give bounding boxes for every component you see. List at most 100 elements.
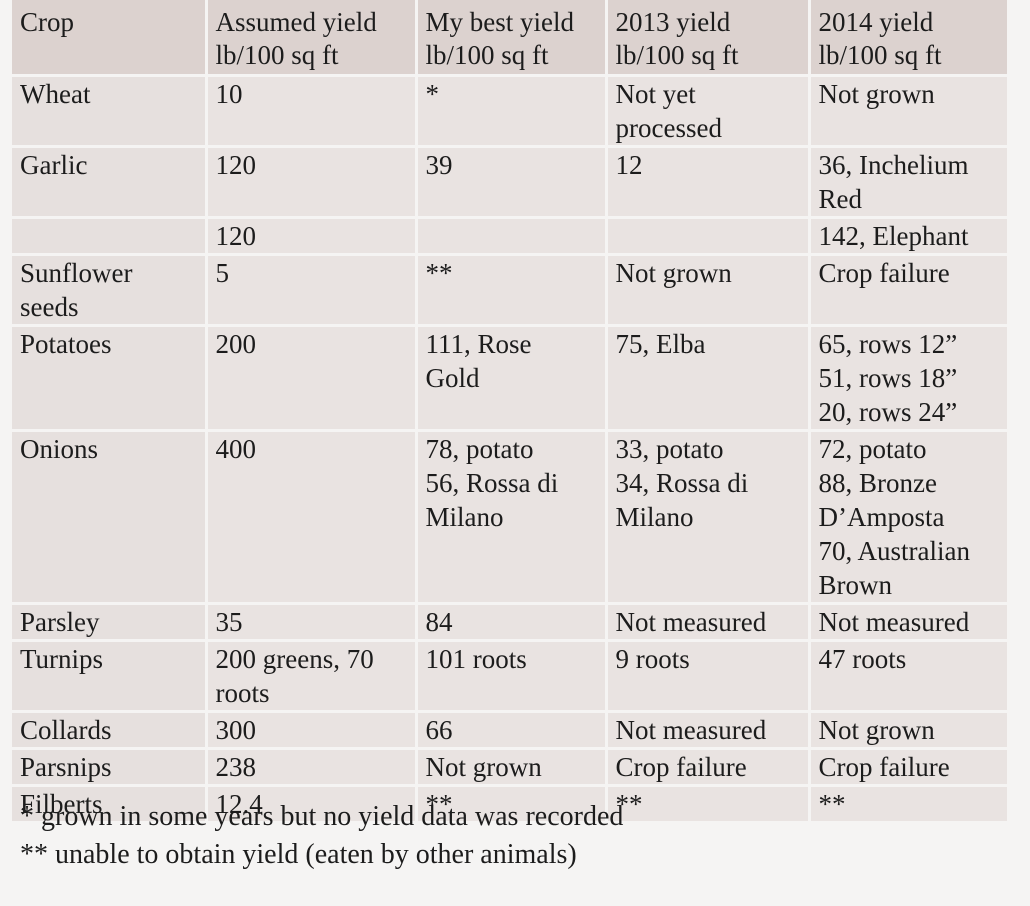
cell-yield-2013-line: 75, Elba: [615, 329, 706, 359]
cell-crop-line: Parsnips: [20, 752, 112, 782]
cell-yield-2014-line: 65, rows 12”: [818, 329, 958, 359]
cell-assumed-yield-line: 200 greens, 70: [215, 644, 374, 674]
cell-yield-2013: [606, 217, 811, 256]
cell-yield-2013-line: 34, Rossa di: [615, 468, 749, 498]
cell-yield-2013-line: **: [615, 789, 643, 819]
cell-yield-2014-line: Crop failure: [818, 258, 950, 288]
cell-yield-2013-line: 33, potato: [615, 434, 724, 464]
cell-assumed-yield: 400: [206, 430, 418, 605]
cell-best-yield: 78, potato 56, Rossa di Milano: [416, 430, 608, 605]
cell-yield-2014-line: Not grown: [818, 715, 935, 745]
cell-crop: Wheat: [12, 75, 208, 148]
cell-yield-2013-line: 9 roots: [615, 644, 690, 674]
cell-best-yield-line: 78, potato: [425, 434, 534, 464]
cell-yield-2013: Not measured: [606, 711, 811, 750]
cell-best-yield-line: Milano: [425, 502, 504, 532]
cell-yield-2014-line: Red: [818, 184, 863, 214]
cell-best-yield: **: [416, 254, 608, 327]
header-yield-2014: 2014 yield lb/100 sq ft: [809, 0, 1010, 77]
cell-crop-line: Parsley: [20, 607, 100, 637]
cell-crop-line: Onions: [20, 434, 99, 464]
header-crop-line: Crop: [20, 7, 74, 37]
header-crop: Crop: [12, 0, 208, 77]
cell-best-yield-line: **: [425, 789, 453, 819]
cell-best-yield-line: 66: [425, 715, 453, 745]
cell-best-yield: Not grown: [416, 748, 608, 787]
table-row: Sunflower seeds 5 ** Not grown Crop failure: [12, 254, 1010, 327]
cell-best-yield: **: [416, 785, 608, 824]
cell-crop: Turnips: [12, 640, 208, 713]
table-row: Filberts 12.4 ** ** **: [12, 785, 1010, 824]
cell-yield-2014: Crop failure: [809, 748, 1010, 787]
cell-crop: Sunflower seeds: [12, 254, 208, 327]
cell-yield-2013-line: 12: [615, 150, 643, 180]
cell-yield-2014: 36, Inchelium Red: [809, 146, 1010, 219]
header-assumed-yield-line: Assumed yield: [215, 7, 377, 37]
header-assumed-yield: Assumed yield lb/100 sq ft: [206, 0, 418, 77]
cell-assumed-yield: 200: [206, 325, 418, 432]
cell-crop-line: Potatoes: [20, 329, 112, 359]
header-best-yield-line: My best yield: [425, 7, 575, 37]
cell-yield-2013: 12: [606, 146, 811, 219]
cell-best-yield-line: Gold: [425, 363, 480, 393]
cell-crop: Potatoes: [12, 325, 208, 432]
cell-yield-2013: Not yet processed: [606, 75, 811, 148]
cell-yield-2014: 47 roots: [809, 640, 1010, 713]
cell-yield-2014-line: 88, Bronze: [818, 468, 937, 498]
table-row: Parsnips 238 Not grown Crop failure Crop fai…: [12, 748, 1010, 787]
cell-yield-2013: Crop failure: [606, 748, 811, 787]
cell-assumed-yield-line: 238: [215, 752, 257, 782]
footnote-single-asterisk: * grown in some years but no yield data …: [20, 801, 624, 832]
cell-assumed-yield: 120: [206, 217, 418, 256]
table-row: 120 142, Elephant: [12, 217, 1010, 256]
cell-assumed-yield-line: 5: [215, 258, 230, 288]
cell-best-yield: 39: [416, 146, 608, 219]
cell-assumed-yield-line: 10: [215, 79, 243, 109]
cell-yield-2013: **: [606, 785, 811, 824]
table-row: Potatoes 200 111, Rose Gold 75, Elba 65, rows…: [12, 325, 1010, 432]
cell-yield-2013-line: Not measured: [615, 607, 767, 637]
cell-yield-2014: Not grown: [809, 711, 1010, 750]
cell-assumed-yield-line: 400: [215, 434, 257, 464]
cell-assumed-yield-line: roots: [215, 678, 270, 708]
cell-yield-2013-line: Crop failure: [615, 752, 747, 782]
cell-best-yield: 101 roots: [416, 640, 608, 713]
cell-best-yield-line: 101 roots: [425, 644, 527, 674]
cell-yield-2014: 72, potato 88, Bronze D’Amposta 70, Austral…: [809, 430, 1010, 605]
table-row: Collards 300 66 Not measured Not grown: [12, 711, 1010, 750]
cell-best-yield: *: [416, 75, 608, 148]
cell-best-yield-line: *: [425, 79, 440, 109]
cell-assumed-yield-line: 35: [215, 607, 243, 637]
header-yield-2013-line: 2013 yield: [615, 7, 731, 37]
cell-best-yield-line: 111, Rose: [425, 329, 532, 359]
header-yield-2014-line: lb/100 sq ft: [818, 40, 942, 70]
cell-yield-2014: Not grown: [809, 75, 1010, 148]
cell-assumed-yield: 238: [206, 748, 418, 787]
cell-yield-2013: 75, Elba: [606, 325, 811, 432]
cell-assumed-yield: 300: [206, 711, 418, 750]
cell-yield-2014-line: 70, Australian: [818, 536, 970, 566]
cell-crop-line: Turnips: [20, 644, 104, 674]
header-yield-2013: 2013 yield lb/100 sq ft: [606, 0, 811, 77]
cell-assumed-yield: 12.4: [206, 785, 418, 824]
cell-best-yield-line: 39: [425, 150, 453, 180]
cell-yield-2014-line: Not measured: [818, 607, 970, 637]
cell-yield-2013: 9 roots: [606, 640, 811, 713]
cell-yield-2013-line: Milano: [615, 502, 694, 532]
cell-crop-line: Garlic: [20, 150, 88, 180]
cell-yield-2014-line: 36, Inchelium: [818, 150, 969, 180]
cell-yield-2014-line: 142, Elephant: [818, 221, 969, 251]
cell-crop-line: Collards: [20, 715, 112, 745]
cell-best-yield-line: 84: [425, 607, 453, 637]
cell-yield-2014-line: 51, rows 18”: [818, 363, 958, 393]
cell-yield-2013: Not grown: [606, 254, 811, 327]
header-yield-2013-line: lb/100 sq ft: [615, 40, 739, 70]
cell-crop: Parsnips: [12, 748, 208, 787]
table-row: Parsley 35 84 Not measured Not measured: [12, 603, 1010, 642]
cell-yield-2014: Not measured: [809, 603, 1010, 642]
cell-crop: Parsley: [12, 603, 208, 642]
cell-yield-2014: 142, Elephant: [809, 217, 1010, 256]
cell-best-yield-line: 56, Rossa di: [425, 468, 559, 498]
cell-best-yield-line: Not grown: [425, 752, 542, 782]
cell-yield-2013: 33, potato 34, Rossa di Milano: [606, 430, 811, 605]
